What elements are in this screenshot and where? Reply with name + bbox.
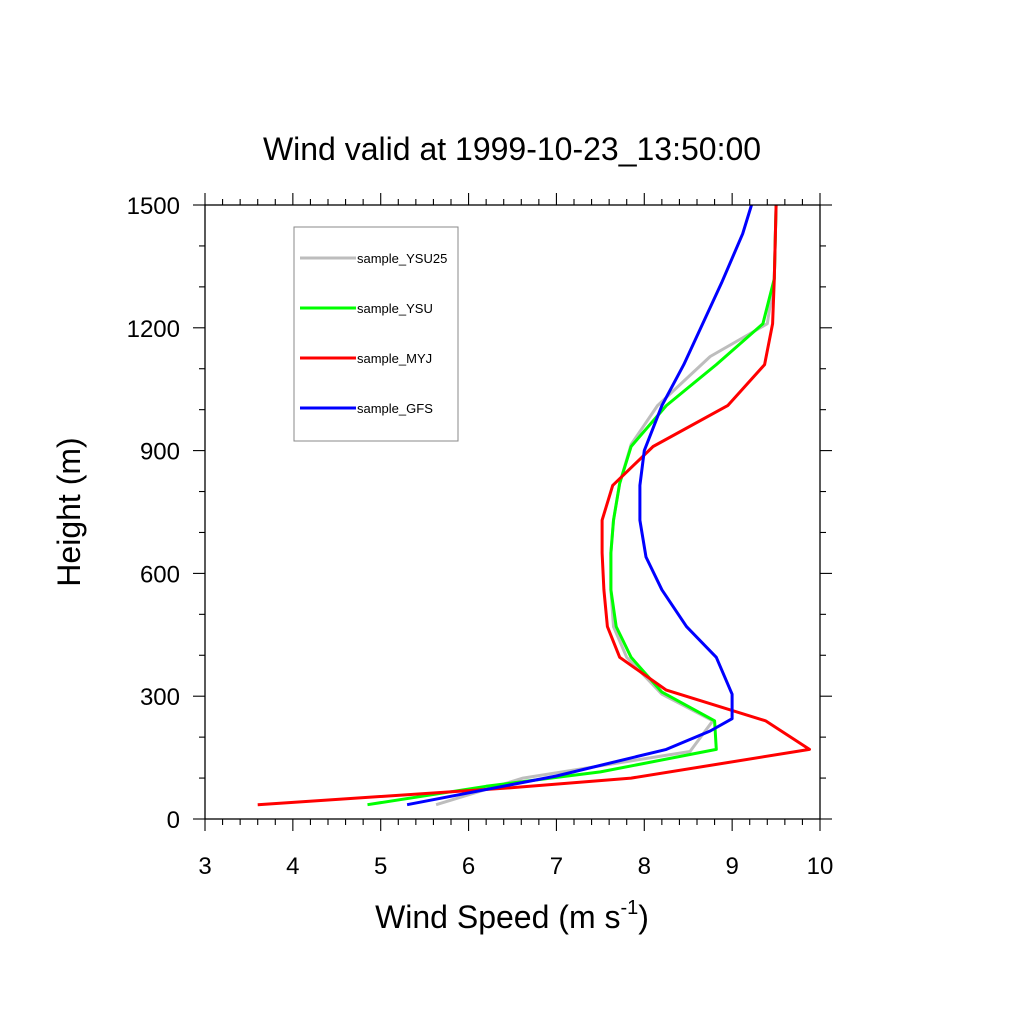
y-tick-label: 900 xyxy=(140,439,180,466)
axis-ticks xyxy=(193,193,832,831)
x-axis-label-end: ) xyxy=(638,899,649,935)
x-tick-label: 6 xyxy=(462,853,475,880)
legend-label: sample_YSU xyxy=(357,301,433,316)
legend-label: sample_MYJ xyxy=(357,351,432,366)
y-tick-labels: 0 300 600 900 1200 1500 xyxy=(127,193,180,834)
x-tick-label: 7 xyxy=(550,853,563,880)
y-tick-label: 300 xyxy=(140,684,180,711)
legend-label: sample_YSU25 xyxy=(357,251,447,266)
legend: sample_YSU25 sample_YSU sample_MYJ sample_G… xyxy=(293,226,459,442)
x-axis-label: Wind Speed (m s-1) xyxy=(375,897,649,935)
series-lines xyxy=(257,204,811,807)
y-tick-label: 600 xyxy=(140,561,180,588)
plot-frame xyxy=(204,204,821,820)
series-line-2 xyxy=(367,204,778,807)
x-tick-label: 3 xyxy=(198,853,211,880)
y-tick-label: 1500 xyxy=(127,193,180,220)
x-tick-labels: 3 4 5 6 7 8 9 10 xyxy=(198,853,833,880)
y-tick-label: 1200 xyxy=(127,316,180,343)
series-line-4 xyxy=(406,204,753,807)
x-axis-label-superscript: -1 xyxy=(620,897,638,919)
chart-title: Wind valid at 1999-10-23_13:50:00 xyxy=(263,131,761,167)
legend-box xyxy=(293,226,459,442)
x-tick-label: 8 xyxy=(638,853,651,880)
x-axis-label-text: Wind Speed (m s xyxy=(375,899,620,935)
legend-label: sample_GFS xyxy=(357,401,433,416)
x-tick-label: 4 xyxy=(286,853,299,880)
y-axis-label: Height (m) xyxy=(51,437,87,586)
x-tick-label: 9 xyxy=(725,853,738,880)
legend-items: sample_YSU25 sample_YSU sample_MYJ sample_G… xyxy=(300,251,447,416)
y-tick-label: 0 xyxy=(167,807,180,834)
x-tick-label: 5 xyxy=(374,853,387,880)
series-line-3 xyxy=(257,204,811,807)
x-tick-label: 10 xyxy=(807,853,834,880)
